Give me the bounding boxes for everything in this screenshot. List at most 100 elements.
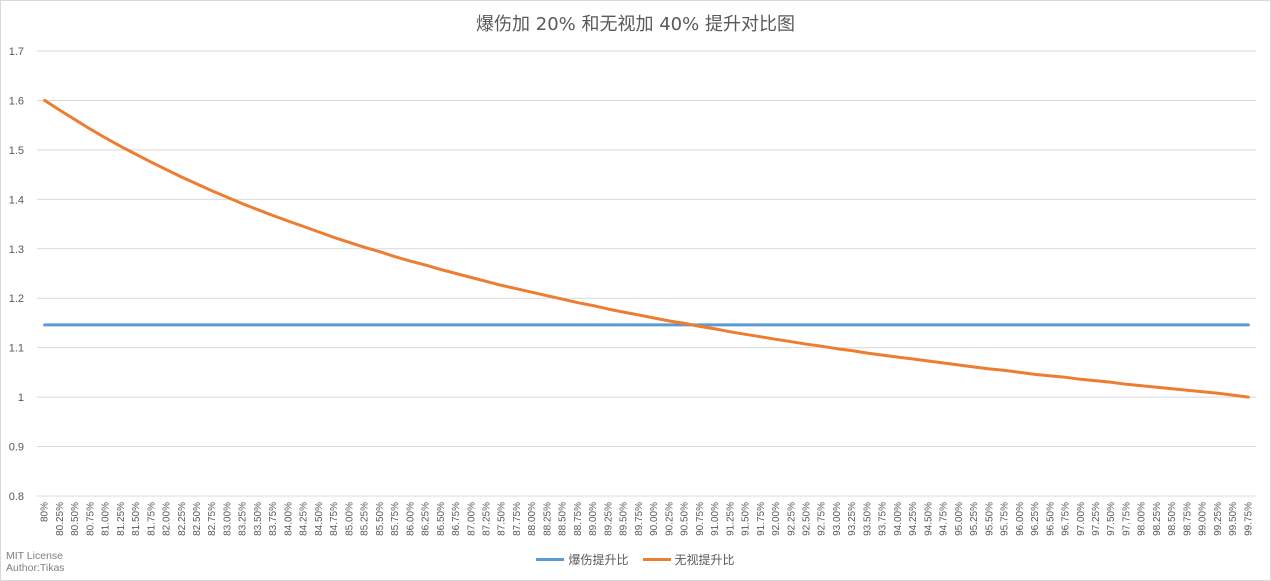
x-tick-label: 89.00% xyxy=(588,502,599,536)
y-tick-label: 1.4 xyxy=(9,194,24,206)
x-tick-label: 99.00% xyxy=(1198,502,1209,536)
x-tick-label: 98.00% xyxy=(1137,502,1148,536)
x-tick-label: 85.00% xyxy=(344,502,355,536)
x-tick-label: 85.25% xyxy=(360,502,371,536)
x-tick-label: 83.00% xyxy=(222,502,233,536)
x-tick-label: 80.50% xyxy=(70,502,81,536)
y-tick-label: 1 xyxy=(18,392,24,404)
x-tick-label: 86.75% xyxy=(451,502,462,536)
x-tick-label: 98.25% xyxy=(1152,502,1163,536)
x-tick-label: 81.00% xyxy=(101,502,112,536)
x-tick-label: 99.50% xyxy=(1228,502,1239,536)
x-tick-label: 96.50% xyxy=(1045,502,1056,536)
legend-swatch-orange-icon xyxy=(642,558,671,561)
x-tick-label: 87.75% xyxy=(512,502,523,536)
x-tick-label: 95.25% xyxy=(969,502,980,536)
x-tick-label: 95.75% xyxy=(1000,502,1011,536)
x-tick-label: 94.50% xyxy=(923,502,934,536)
x-tick-label: 82.50% xyxy=(192,502,203,536)
x-tick-label: 91.25% xyxy=(725,502,736,536)
y-tick-label: 0.9 xyxy=(9,442,24,454)
x-tick-label: 87.25% xyxy=(482,502,493,536)
x-tick-label: 90.50% xyxy=(680,502,691,536)
x-tick-label: 91.75% xyxy=(756,502,767,536)
legend: 爆伤提升比 无视提升比 xyxy=(0,551,1271,568)
x-tick-label: 98.50% xyxy=(1167,502,1178,536)
x-tick-label: 99.25% xyxy=(1213,502,1224,536)
x-tick-label: 83.75% xyxy=(268,502,279,536)
x-tick-label: 86.25% xyxy=(421,502,432,536)
x-tick-label: 91.50% xyxy=(741,502,752,536)
x-tick-label: 85.50% xyxy=(375,502,386,536)
x-tick-label: 95.00% xyxy=(954,502,965,536)
x-tick-label: 92.00% xyxy=(771,502,782,536)
x-tick-label: 89.75% xyxy=(634,502,645,536)
x-tick-label: 95.50% xyxy=(984,502,995,536)
x-tick-label: 88.50% xyxy=(558,502,569,536)
x-tick-label: 97.50% xyxy=(1106,502,1117,536)
author-text: Author:Tikas xyxy=(6,562,65,574)
series-line[interactable] xyxy=(43,98,1250,399)
x-tick-label: 86.50% xyxy=(436,502,447,536)
x-tick-label: 97.00% xyxy=(1076,502,1087,536)
legend-item-crit-damage[interactable]: 爆伤提升比 xyxy=(536,551,629,568)
y-tick-label: 1.2 xyxy=(9,293,24,305)
x-tick-label: 94.75% xyxy=(939,502,950,536)
legend-label: 爆伤提升比 xyxy=(568,553,629,567)
x-tick-label: 97.75% xyxy=(1121,502,1132,536)
x-tick-label: 91.00% xyxy=(710,502,721,536)
x-tick-label: 84.25% xyxy=(299,502,310,536)
x-tick-label: 80.25% xyxy=(55,502,66,536)
x-tick-label: 86.00% xyxy=(405,502,416,536)
x-tick-label: 96.75% xyxy=(1061,502,1072,536)
x-tick-label: 83.50% xyxy=(253,502,264,536)
x-tick-label: 84.75% xyxy=(329,502,340,536)
x-tick-label: 87.00% xyxy=(466,502,477,536)
legend-label: 无视提升比 xyxy=(674,553,735,567)
x-tick-label: 93.25% xyxy=(847,502,858,536)
x-tick-label: 93.75% xyxy=(878,502,889,536)
x-tick-label: 88.25% xyxy=(542,502,553,536)
x-tick-label: 90.00% xyxy=(649,502,660,536)
x-tick-label: 82.25% xyxy=(177,502,188,536)
x-tick-label: 85.75% xyxy=(390,502,401,536)
x-tick-label: 94.00% xyxy=(893,502,904,536)
x-tick-label: 90.25% xyxy=(664,502,675,536)
x-tick-label: 98.75% xyxy=(1182,502,1193,536)
x-tick-label: 81.25% xyxy=(116,502,127,536)
x-tick-label: 81.75% xyxy=(146,502,157,536)
x-tick-label: 80% xyxy=(40,502,51,522)
y-tick-label: 1.5 xyxy=(9,145,24,157)
x-tick-label: 97.25% xyxy=(1091,502,1102,536)
x-tick-label: 92.25% xyxy=(786,502,797,536)
y-tick-label: 0.8 xyxy=(9,491,24,503)
x-tick-label: 89.50% xyxy=(619,502,630,536)
x-tick-label: 83.25% xyxy=(238,502,249,536)
x-tick-label: 87.50% xyxy=(497,502,508,536)
x-tick-label: 90.75% xyxy=(695,502,706,536)
y-tick-label: 1.1 xyxy=(9,343,24,355)
y-tick-label: 1.7 xyxy=(9,46,24,58)
x-tick-label: 99.75% xyxy=(1243,502,1254,536)
x-tick-label: 82.00% xyxy=(162,502,173,536)
x-tick-label: 80.75% xyxy=(85,502,96,536)
x-tick-label: 94.25% xyxy=(908,502,919,536)
x-tick-label: 82.75% xyxy=(207,502,218,536)
y-tick-label: 1.6 xyxy=(9,95,24,107)
legend-item-ignore-defense[interactable]: 无视提升比 xyxy=(642,551,735,568)
x-tick-label: 81.50% xyxy=(131,502,142,536)
x-tick-label: 92.75% xyxy=(817,502,828,536)
y-tick-label: 1.3 xyxy=(9,244,24,256)
chart-title: 爆伤加 20% 和无视加 40% 提升对比图 xyxy=(476,14,795,35)
x-tick-label: 84.00% xyxy=(283,502,294,536)
license-text: MIT License xyxy=(6,550,63,562)
credits: MIT License Author:Tikas xyxy=(6,550,65,574)
x-tick-label: 96.00% xyxy=(1015,502,1026,536)
x-tick-label: 88.75% xyxy=(573,502,584,536)
x-tick-label: 92.50% xyxy=(801,502,812,536)
x-tick-label: 96.25% xyxy=(1030,502,1041,536)
x-tick-label: 93.50% xyxy=(862,502,873,536)
x-tick-label: 84.50% xyxy=(314,502,325,536)
legend-swatch-blue-icon xyxy=(536,558,565,561)
